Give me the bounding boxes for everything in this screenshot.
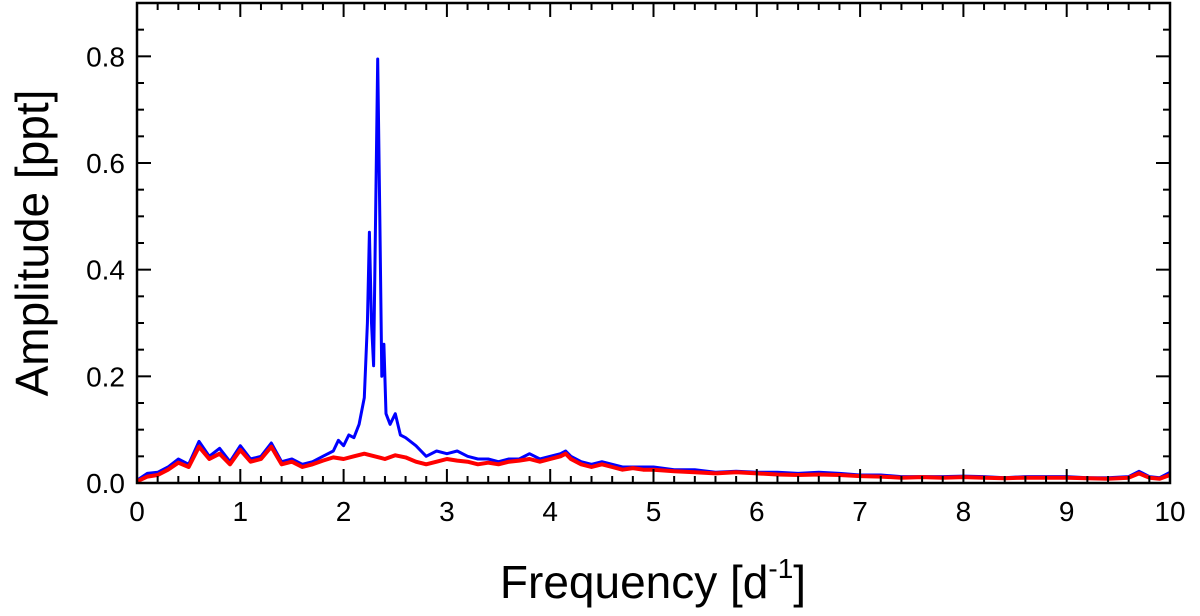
- y-tick-label: 0.2: [86, 361, 125, 392]
- y-tick-label: 0.6: [86, 148, 125, 179]
- x-tick-label: 3: [439, 496, 455, 527]
- x-tick-label: 1: [233, 496, 249, 527]
- series-layer: [136, 57, 1171, 484]
- x-tick-label: 7: [852, 496, 868, 527]
- x-tick-label: 8: [956, 496, 972, 527]
- x-tick-label: 10: [1154, 496, 1185, 527]
- y-tick-label: 0.0: [86, 468, 125, 499]
- x-tick-label: 4: [542, 496, 558, 527]
- x-axis-title-sup: -1: [768, 553, 793, 584]
- x-tick-label: 5: [646, 496, 662, 527]
- tick-labels-layer: 0 1 2 3 4 5 6 7 8 9 10 0.0 0.2 0.4 0.6 0.8: [86, 41, 1186, 527]
- x-axis-title-main: Frequency [d: [500, 556, 768, 608]
- y-axis-title: Amplitude [ppt]: [6, 90, 58, 397]
- ticks-layer: [136, 2, 1171, 484]
- x-tick-label: 6: [749, 496, 765, 527]
- x-tick-label: 2: [336, 496, 352, 527]
- series-line-1: [136, 57, 1171, 482]
- x-tick-label: 0: [129, 496, 145, 527]
- x-tick-label: 9: [1059, 496, 1075, 527]
- y-tick-label: 0.8: [86, 41, 125, 72]
- x-axis-title: Frequency [d-1]: [500, 553, 806, 608]
- plot-frame: [135, 1, 1172, 485]
- x-axis-title-close: ]: [793, 556, 806, 608]
- y-tick-label: 0.4: [86, 255, 125, 286]
